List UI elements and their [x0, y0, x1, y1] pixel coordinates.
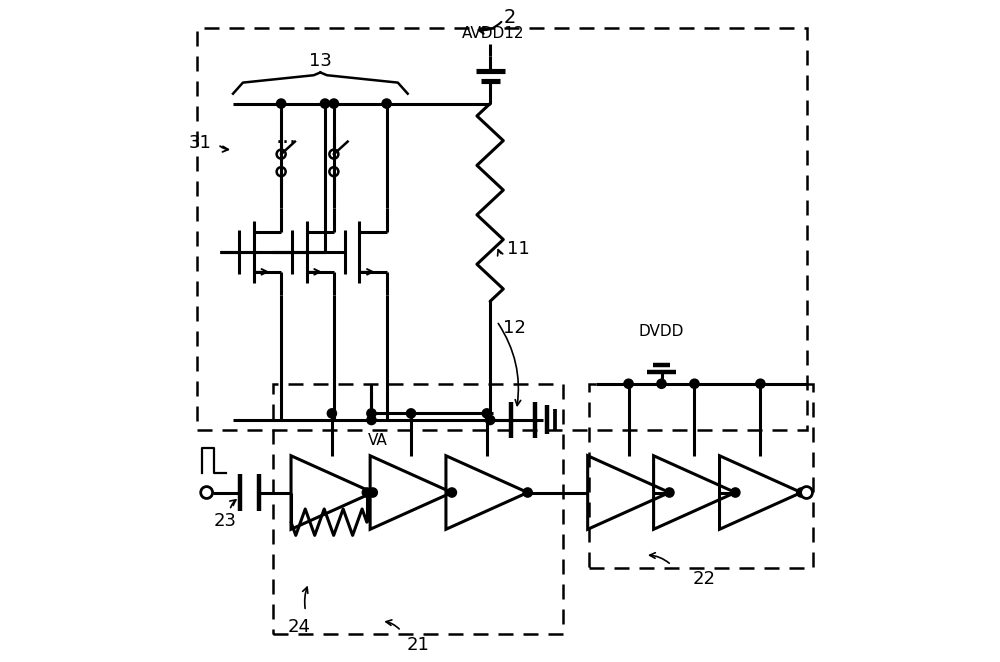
Bar	[273, 384, 563, 634]
Circle shape	[406, 409, 416, 418]
Circle shape	[665, 488, 674, 497]
Text: DVDD: DVDD	[639, 324, 684, 339]
Circle shape	[320, 99, 330, 108]
Text: 23: 23	[214, 512, 237, 530]
Text: 24: 24	[287, 618, 310, 636]
Circle shape	[367, 415, 376, 424]
Text: AVDD12: AVDD12	[462, 26, 525, 41]
Circle shape	[797, 488, 806, 497]
Circle shape	[447, 488, 456, 497]
Text: ...: ...	[275, 126, 296, 146]
Text: 31: 31	[188, 134, 211, 152]
Circle shape	[731, 488, 740, 497]
Text: 11: 11	[507, 240, 529, 258]
Circle shape	[382, 99, 391, 108]
Circle shape	[624, 379, 633, 389]
Text: 12: 12	[503, 318, 526, 337]
Circle shape	[277, 99, 286, 108]
Circle shape	[362, 488, 371, 497]
Text: 22: 22	[693, 569, 716, 588]
Circle shape	[756, 379, 765, 389]
Circle shape	[368, 488, 377, 497]
Circle shape	[801, 487, 812, 498]
Circle shape	[523, 488, 532, 497]
Circle shape	[367, 409, 376, 418]
Circle shape	[327, 409, 337, 418]
Circle shape	[329, 99, 338, 108]
Circle shape	[485, 415, 495, 424]
Bar	[589, 384, 813, 568]
Circle shape	[201, 487, 213, 498]
Text: 21: 21	[406, 636, 429, 653]
Circle shape	[657, 379, 666, 389]
Circle shape	[690, 379, 699, 389]
Circle shape	[482, 409, 491, 418]
Bar	[197, 28, 807, 430]
Text: VA: VA	[368, 433, 388, 448]
Text: 2: 2	[504, 9, 516, 27]
Text: 13: 13	[309, 52, 332, 70]
